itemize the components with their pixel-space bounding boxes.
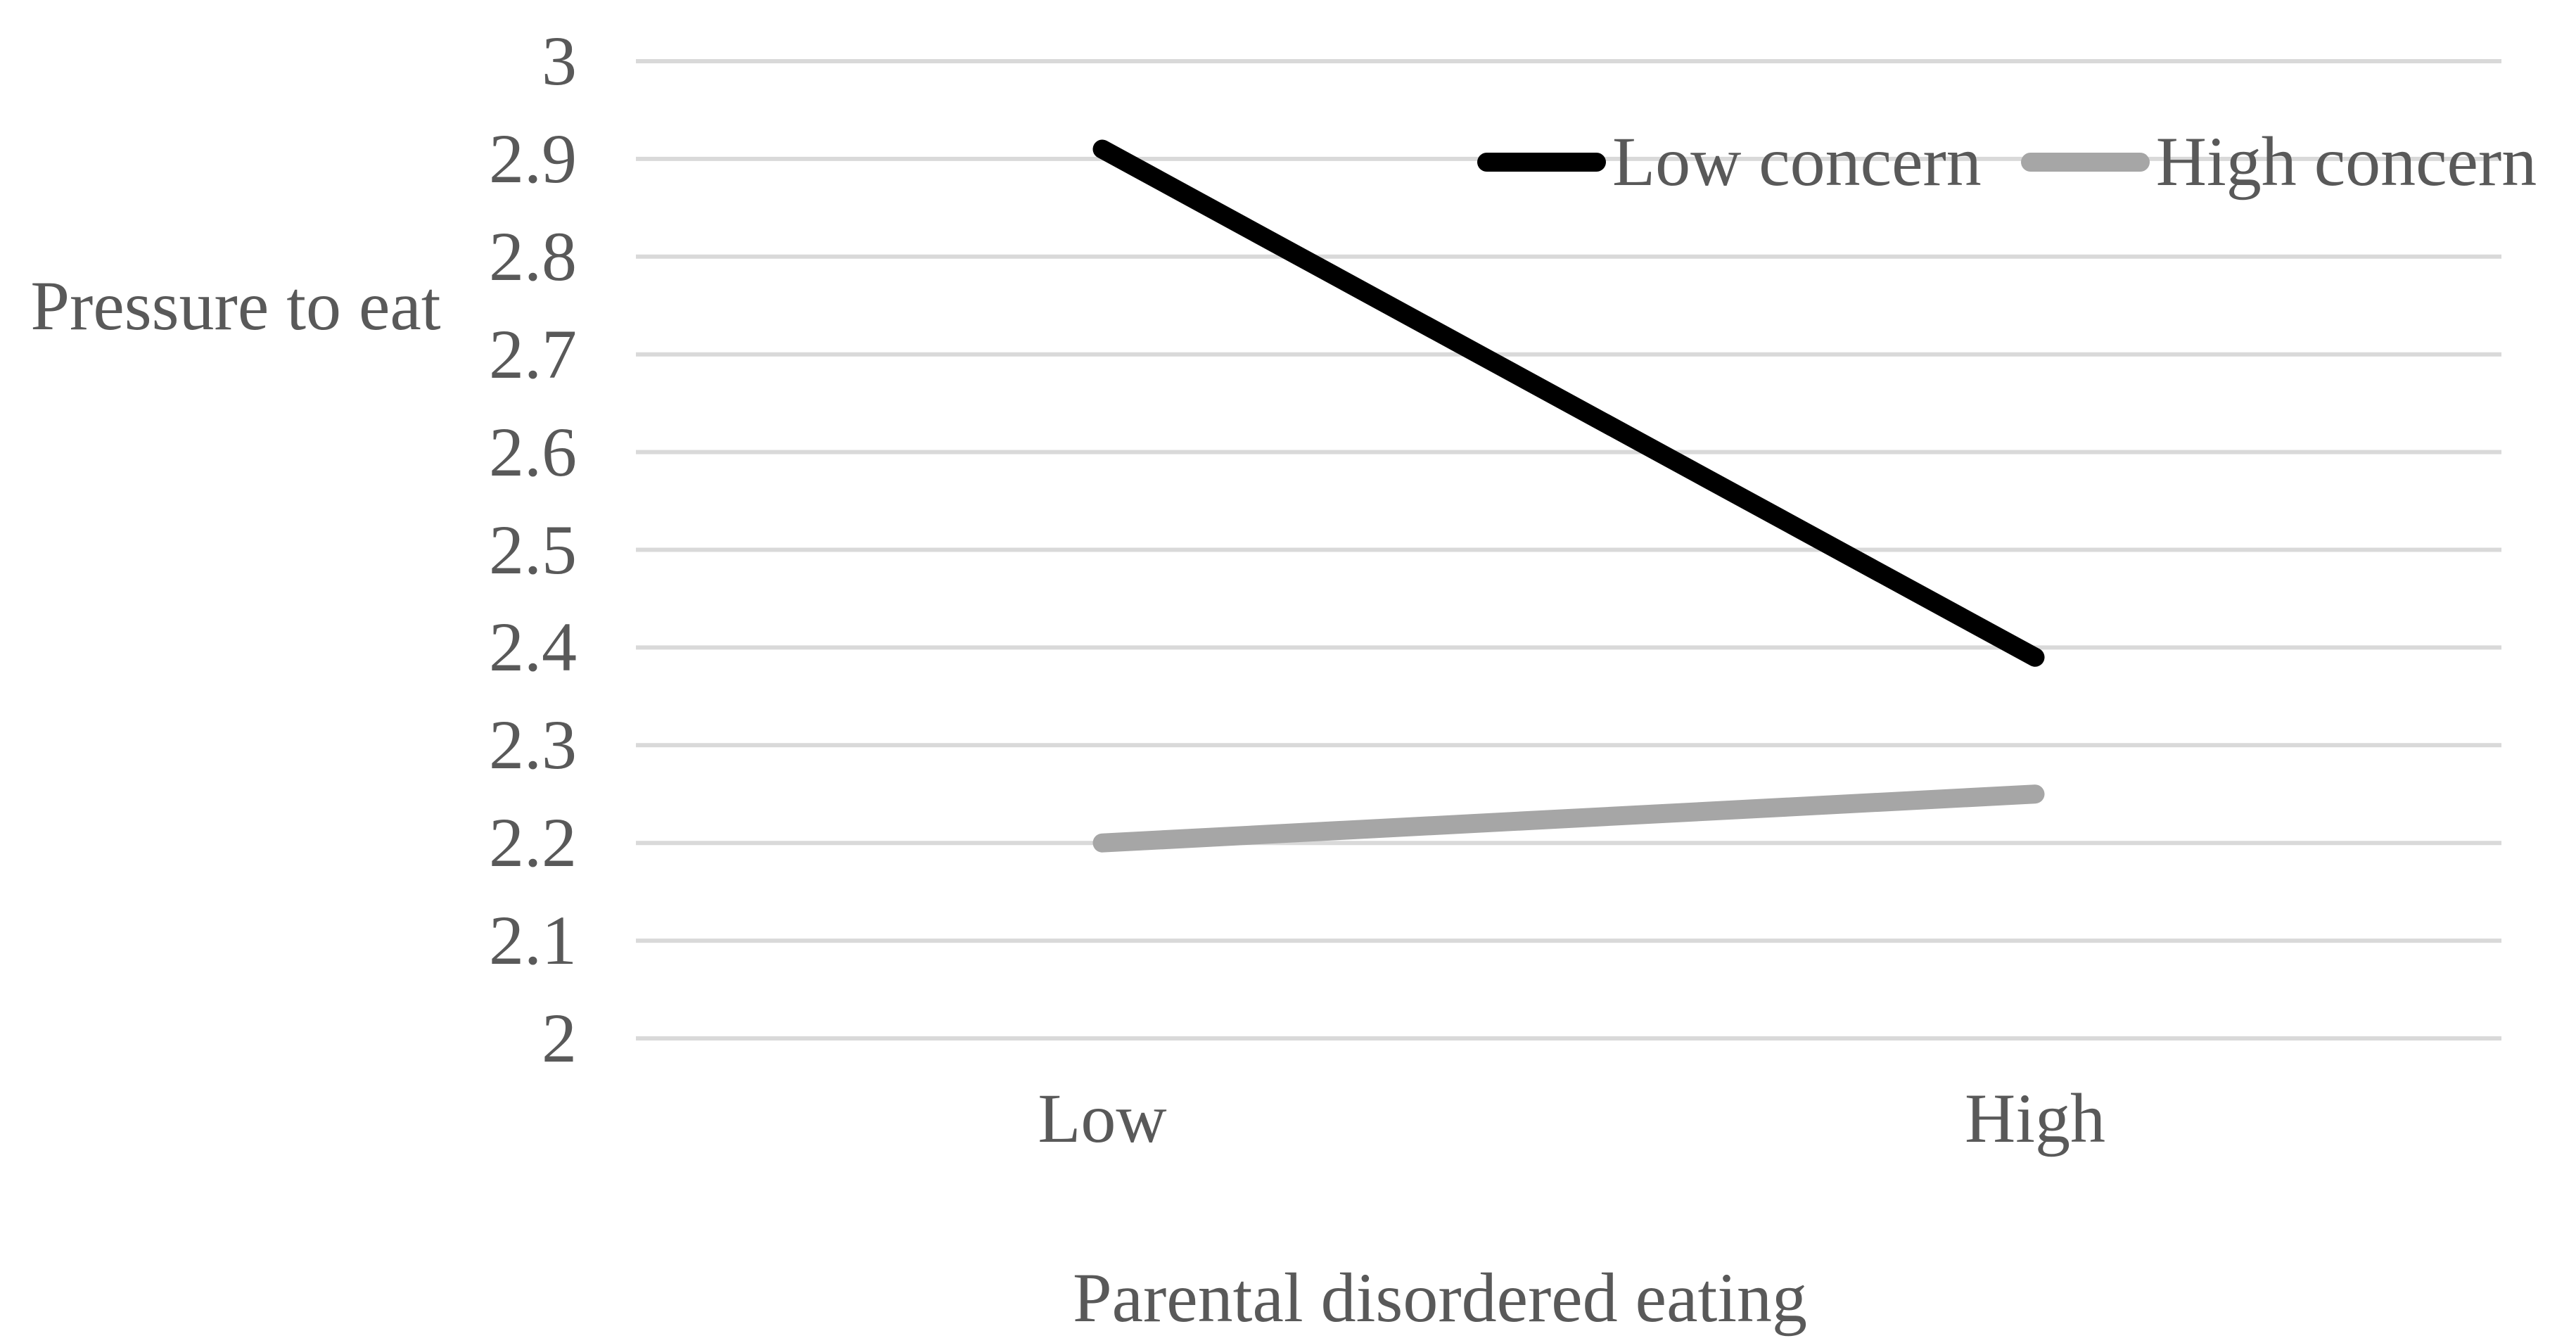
y-tick-label: 2.3 xyxy=(489,706,577,784)
legend-label: Low concern xyxy=(1612,122,1982,201)
y-tick-label: 2.4 xyxy=(489,608,577,687)
series-line xyxy=(1092,784,2045,853)
y-axis-title: Pressure to eat xyxy=(30,267,441,345)
series-line xyxy=(1092,139,2045,667)
y-tick-label: 2.7 xyxy=(489,314,577,393)
y-tick-label: 2.2 xyxy=(489,803,577,882)
y-tick-label: 3 xyxy=(542,22,577,100)
legend-marker-line xyxy=(1477,152,1606,172)
legend-label: High concern xyxy=(2155,122,2537,201)
legend-item: Low concern xyxy=(1477,127,1982,197)
legend: Low concern High concern xyxy=(1477,127,2537,197)
y-tick-label: 2 xyxy=(542,999,577,1077)
x-axis-title: Parental disordered eating xyxy=(1072,1259,1808,1337)
legend-item: High concern xyxy=(2020,122,2537,201)
y-tick-label: 2.5 xyxy=(489,510,577,589)
y-tick-label: 2.9 xyxy=(489,119,577,198)
x-category-label: High xyxy=(1965,1079,2105,1157)
y-tick-label: 2.1 xyxy=(489,901,577,980)
x-category-label: Low xyxy=(1038,1079,1167,1157)
legend-marker-line xyxy=(2020,152,2150,172)
y-tick-label: 2.8 xyxy=(489,217,577,295)
y-tick-label: 2.6 xyxy=(489,412,577,491)
